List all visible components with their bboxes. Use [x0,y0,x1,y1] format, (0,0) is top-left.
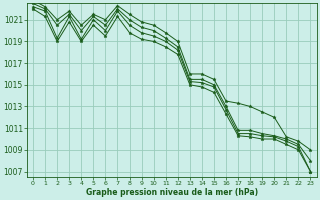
X-axis label: Graphe pression niveau de la mer (hPa): Graphe pression niveau de la mer (hPa) [86,188,258,197]
